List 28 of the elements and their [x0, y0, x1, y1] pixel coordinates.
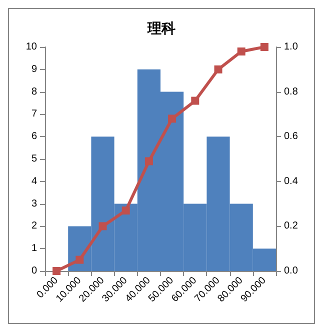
- y-tick-label: 8: [31, 86, 38, 98]
- y-tick-label: 7: [31, 108, 38, 120]
- y-tick-label: 4: [31, 176, 38, 187]
- y-tick-label: 1: [31, 243, 38, 254]
- y2-tick-label: 0.6: [284, 131, 298, 142]
- point: [214, 65, 222, 74]
- chart-title: 理科: [146, 21, 176, 37]
- y-tick-label: 5: [31, 154, 38, 164]
- point: [237, 47, 246, 56]
- y2-tick-label: 0.0: [284, 266, 298, 276]
- point: [260, 43, 268, 51]
- y2-tick-label: 0.2: [284, 220, 298, 232]
- y-tick-label: 0: [31, 266, 38, 276]
- y-tick-label: 2: [31, 220, 38, 232]
- y-tick-label: 10: [26, 42, 38, 52]
- point: [168, 114, 176, 123]
- y-tick-label: 9: [31, 64, 38, 75]
- point: [122, 206, 130, 215]
- point: [98, 222, 107, 230]
- y-tick-label: 3: [31, 198, 38, 210]
- point: [144, 157, 153, 166]
- y2-tick-label: 0.8: [284, 86, 298, 98]
- y2-tick-label: 1.0: [284, 42, 298, 52]
- y-tick-label: 6: [31, 131, 38, 142]
- point: [191, 96, 200, 105]
- point: [76, 256, 84, 264]
- point: [52, 267, 61, 275]
- y2-tick-label: 0.4: [284, 176, 298, 187]
